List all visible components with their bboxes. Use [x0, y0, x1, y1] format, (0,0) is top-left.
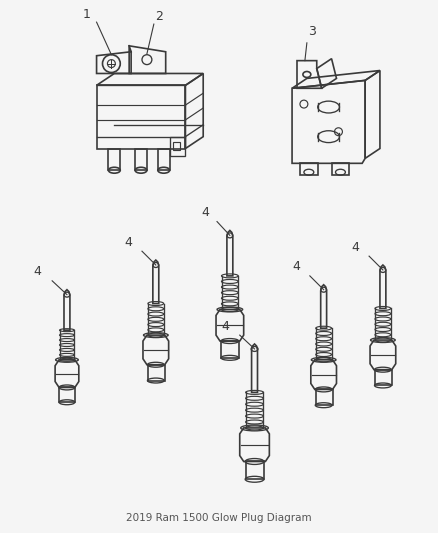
Text: 4: 4 [221, 320, 229, 333]
Text: 2019 Ram 1500 Glow Plug Diagram: 2019 Ram 1500 Glow Plug Diagram [126, 513, 312, 523]
Text: 4: 4 [33, 265, 41, 278]
Text: 4: 4 [201, 206, 209, 219]
Bar [173, 142, 180, 149]
Text: 4: 4 [351, 241, 359, 254]
Bar [221, 341, 239, 358]
Bar [316, 390, 332, 405]
Text: 3: 3 [308, 25, 316, 37]
Bar [246, 462, 265, 479]
Bar [59, 387, 75, 402]
Text: 2: 2 [155, 10, 162, 23]
Bar [148, 365, 165, 381]
Bar [375, 370, 392, 385]
Text: 4: 4 [292, 261, 300, 273]
Text: 4: 4 [124, 236, 132, 249]
Text: 1: 1 [83, 8, 91, 21]
